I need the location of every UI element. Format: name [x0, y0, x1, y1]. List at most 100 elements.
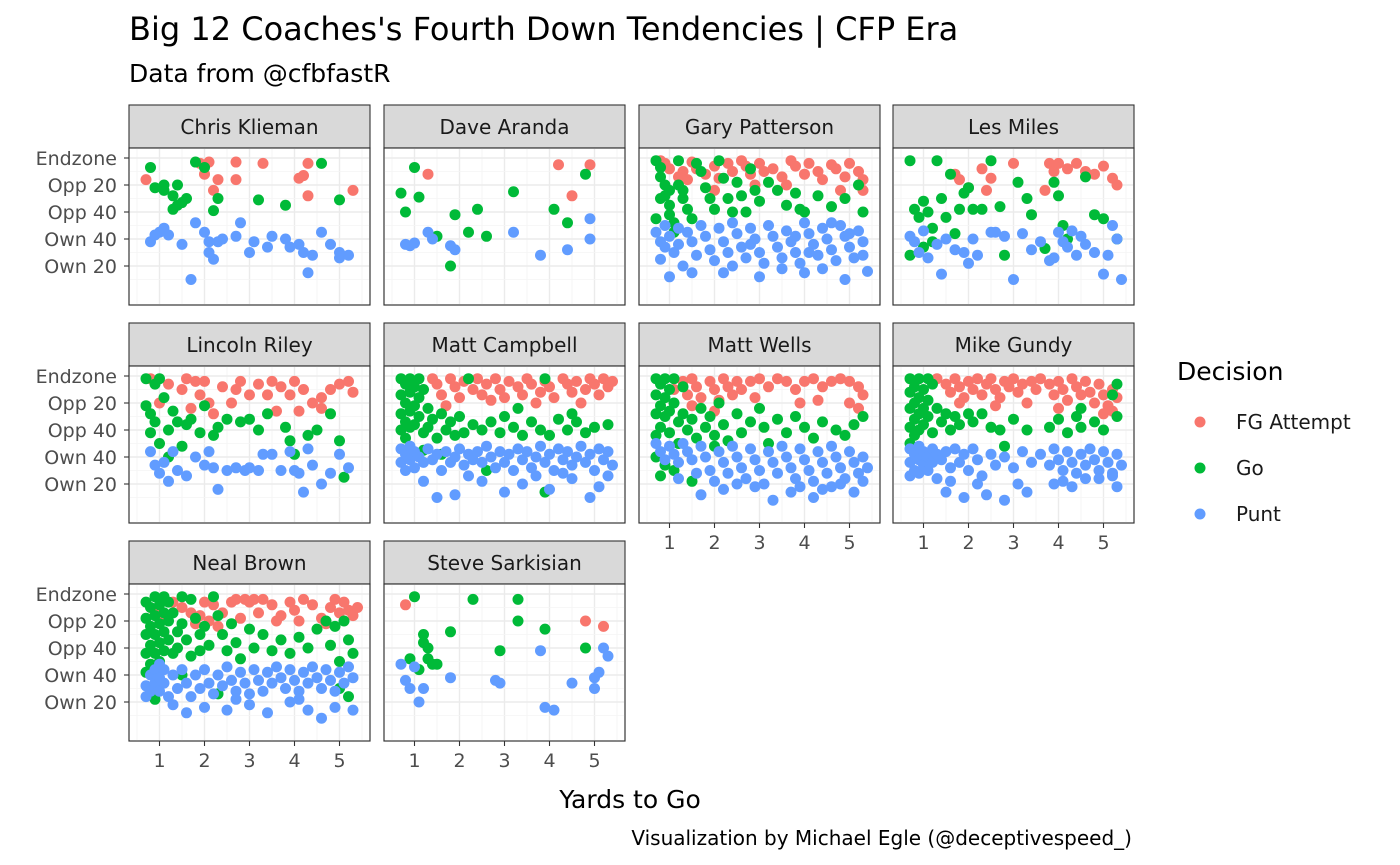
point-fg-attempt — [1111, 179, 1123, 191]
point-punt — [785, 462, 797, 474]
point-punt — [347, 672, 359, 684]
point-fg-attempt — [499, 392, 510, 404]
point-fg-attempt — [338, 596, 350, 608]
point-go — [940, 211, 952, 223]
point-fg-attempt — [503, 375, 515, 387]
point-go — [999, 249, 1010, 261]
point-go — [203, 639, 215, 651]
point-punt — [271, 661, 282, 673]
point-go — [208, 591, 219, 603]
point-go — [918, 419, 929, 431]
point-go — [1053, 190, 1064, 202]
point-go — [409, 400, 420, 412]
point-punt — [584, 448, 596, 460]
point-fg-attempt — [776, 171, 788, 183]
point-punt — [1111, 481, 1123, 493]
point-punt — [848, 456, 860, 468]
point-go — [1098, 213, 1109, 225]
point-fg-attempt — [691, 381, 702, 393]
point-punt — [913, 247, 925, 258]
point-punt — [655, 253, 666, 265]
point-go — [927, 222, 938, 234]
point-go — [967, 203, 979, 215]
point-go — [544, 429, 555, 441]
point-punt — [230, 685, 242, 697]
point-fg-attempt — [181, 373, 192, 385]
point-punt — [1071, 467, 1082, 479]
point-punt — [158, 456, 170, 468]
point-fg-attempt — [347, 610, 359, 622]
point-fg-attempt — [1098, 408, 1109, 420]
point-go — [918, 384, 929, 395]
point-punt — [325, 467, 336, 479]
point-punt — [976, 470, 988, 482]
point-fg-attempt — [799, 375, 810, 387]
point-go — [149, 629, 161, 640]
point-fg-attempt — [1062, 163, 1073, 175]
point-punt — [808, 492, 819, 503]
point-fg-attempt — [1008, 157, 1019, 169]
point-punt — [418, 456, 429, 468]
point-fg-attempt — [1098, 160, 1109, 172]
point-punt — [199, 701, 210, 713]
facet-strip — [128, 322, 371, 367]
point-fg-attempt — [1030, 384, 1042, 395]
point-fg-attempt — [293, 405, 305, 417]
point-punt — [736, 462, 747, 474]
facet-strip — [383, 104, 626, 149]
point-go — [677, 381, 689, 393]
point-fg-attempt — [803, 157, 815, 169]
point-go — [172, 416, 183, 428]
panel-border — [638, 147, 881, 306]
point-punt — [695, 220, 707, 231]
point-fg-attempt — [976, 163, 988, 175]
point-fg-attempt — [812, 394, 824, 406]
point-punt — [740, 473, 752, 485]
point-go — [347, 647, 359, 659]
point-punt — [499, 456, 510, 468]
point-fg-attempt — [1044, 157, 1055, 169]
points — [904, 155, 1127, 285]
point-punt — [718, 483, 729, 495]
point-go — [1021, 424, 1033, 436]
point-punt — [307, 661, 318, 673]
point-punt — [190, 451, 201, 463]
point-go — [758, 421, 770, 433]
point-go — [508, 421, 519, 433]
point-punt — [794, 257, 806, 269]
x-tick-label: 1 — [663, 532, 675, 554]
point-go — [562, 424, 573, 436]
point-punt — [704, 465, 716, 476]
panel-dave-aranda: Dave Aranda — [383, 104, 626, 306]
point-punt — [347, 704, 359, 716]
panel-border — [383, 365, 626, 524]
point-fg-attempt — [431, 378, 443, 390]
point-go — [812, 190, 824, 202]
y-tick-label: Own 40 — [44, 665, 117, 687]
panel-gary-patterson: Gary Patterson — [638, 104, 881, 306]
point-fg-attempt — [1044, 378, 1055, 390]
point-punt — [530, 470, 542, 482]
legend-label-fg-attempt: FG Attempt — [1236, 410, 1351, 434]
point-go — [194, 427, 206, 439]
point-punt — [835, 478, 846, 490]
point-go — [1075, 421, 1087, 433]
point-go — [145, 427, 156, 439]
point-go — [673, 155, 684, 167]
point-punt — [485, 451, 497, 463]
point-fg-attempt — [176, 602, 188, 613]
point-go — [994, 424, 1006, 436]
point-punt — [248, 664, 260, 676]
point-punt — [427, 233, 438, 245]
point-punt — [544, 483, 555, 495]
point-punt — [1071, 249, 1082, 261]
point-punt — [695, 489, 707, 501]
point-punt — [602, 470, 614, 482]
point-punt — [154, 685, 165, 697]
y-tick-label: Own 40 — [44, 447, 117, 469]
point-punt — [526, 462, 537, 474]
point-go — [449, 209, 461, 221]
point-fg-attempt — [562, 378, 573, 390]
x-tick-label: 2 — [198, 750, 210, 772]
point-go — [226, 618, 237, 630]
